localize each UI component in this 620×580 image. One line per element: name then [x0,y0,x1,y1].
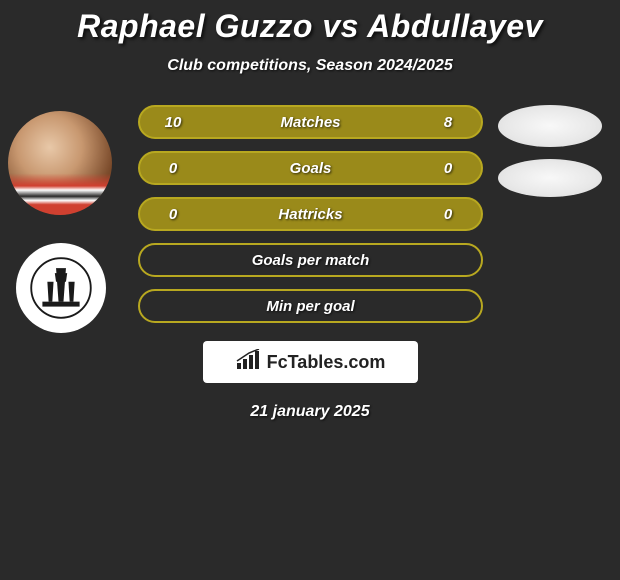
comparison-area: 10Matches80Goals00Hattricks0Goals per ma… [0,105,620,323]
player-right-avatar-top [498,105,602,147]
stat-label: Goals per match [252,252,370,269]
player-left-avatar [8,111,112,215]
stat-value-left: 0 [158,160,188,177]
stat-rows: 10Matches80Goals00Hattricks0Goals per ma… [138,105,483,323]
stat-row-min-per-goal: Min per goal [138,289,483,323]
branding-badge: FcTables.com [203,341,418,383]
stat-value-right: 8 [433,114,463,131]
subtitle: Club competitions, Season 2024/2025 [0,57,620,75]
page-title: Raphael Guzzo vs Abdullayev [0,8,620,45]
stat-label: Matches [188,114,433,131]
branding-text: FcTables.com [267,352,386,373]
player-left-club-badge [16,243,106,333]
stat-label: Goals [188,160,433,177]
chart-icon [235,349,261,376]
date-text: 21 january 2025 [0,403,620,421]
stat-value-left: 10 [158,114,188,131]
stat-row-goals: 0Goals0 [138,151,483,185]
stat-label: Hattricks [188,206,433,223]
stat-row-matches: 10Matches8 [138,105,483,139]
stat-value-right: 0 [433,160,463,177]
stat-label: Min per goal [266,298,354,315]
stat-row-hattricks: 0Hattricks0 [138,197,483,231]
player-right-avatar-bottom [498,159,602,197]
stat-row-goals-per-match: Goals per match [138,243,483,277]
stat-value-right: 0 [433,206,463,223]
stat-value-left: 0 [158,206,188,223]
